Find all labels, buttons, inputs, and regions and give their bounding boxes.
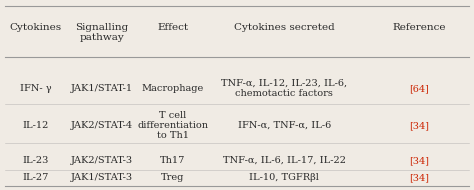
Text: IFN-α, TNF-α, IL-6: IFN-α, TNF-α, IL-6	[238, 121, 331, 130]
Text: Cytokines secreted: Cytokines secreted	[234, 23, 335, 32]
Text: TNF-α, IL-6, IL-17, IL-22: TNF-α, IL-6, IL-17, IL-22	[223, 156, 346, 165]
Text: [64]: [64]	[410, 84, 429, 93]
Text: JAK2/STAT-4: JAK2/STAT-4	[71, 121, 133, 130]
Text: [34]: [34]	[410, 173, 429, 182]
Text: JAK1/STAT-3: JAK1/STAT-3	[71, 173, 133, 182]
Text: JAK2/STAT-3: JAK2/STAT-3	[71, 156, 133, 165]
Text: T cell
differentiation
to Th1: T cell differentiation to Th1	[137, 111, 209, 140]
Text: [34]: [34]	[410, 121, 429, 130]
Text: Macrophage: Macrophage	[142, 84, 204, 93]
Text: [34]: [34]	[410, 156, 429, 165]
Text: Treg: Treg	[161, 173, 185, 182]
Text: Th17: Th17	[160, 156, 186, 165]
Text: JAK1/STAT-1: JAK1/STAT-1	[71, 84, 133, 93]
Text: IL-10, TGFRβl: IL-10, TGFRβl	[249, 173, 319, 182]
Text: Effect: Effect	[157, 23, 189, 32]
Text: Signalling
pathway: Signalling pathway	[75, 23, 128, 42]
Text: TNF-α, IL-12, IL-23, IL-6,
chemotactic factors: TNF-α, IL-12, IL-23, IL-6, chemotactic f…	[221, 79, 347, 98]
Text: Cytokines: Cytokines	[9, 23, 62, 32]
Text: IL-23: IL-23	[22, 156, 49, 165]
Text: IL-27: IL-27	[22, 173, 49, 182]
Text: IL-12: IL-12	[22, 121, 49, 130]
Text: IFN- γ: IFN- γ	[20, 84, 51, 93]
Text: Reference: Reference	[393, 23, 446, 32]
